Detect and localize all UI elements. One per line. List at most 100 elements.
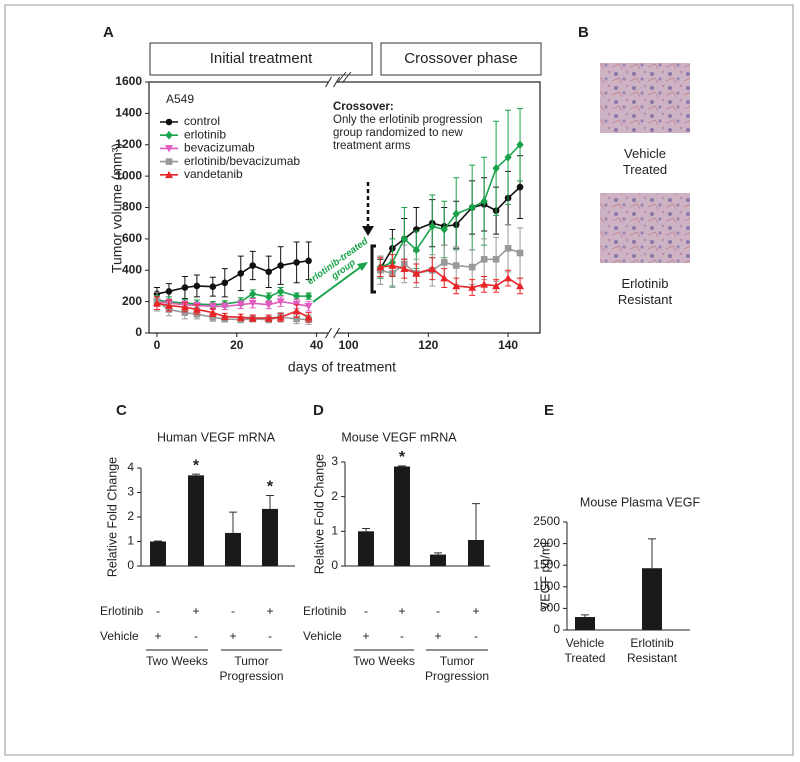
y-tick-label: 3 (331, 454, 338, 468)
axis-break (325, 76, 340, 88)
point (304, 303, 313, 311)
point (249, 289, 257, 299)
figure-border (4, 4, 794, 756)
y-tick-label: 1 (331, 524, 338, 538)
point (180, 303, 189, 311)
y-tick-label: 2 (331, 489, 338, 503)
point (165, 145, 173, 153)
bar (430, 554, 446, 566)
header: Crossover phase (404, 50, 517, 67)
row-cell: + (154, 629, 161, 643)
point (492, 255, 500, 263)
y-tick-label: 0 (127, 558, 134, 572)
chart-title: Mouse Plasma VEGF (580, 495, 701, 509)
point (504, 274, 513, 282)
group-arrow-head (357, 262, 368, 271)
histology-image (600, 63, 690, 133)
header-box (149, 42, 373, 76)
row-label: Vehicle (303, 629, 342, 643)
point (264, 301, 273, 309)
y-tick-label: 800 (122, 200, 142, 214)
bar (394, 466, 410, 566)
y-tick-label: 1000 (115, 168, 142, 182)
point (208, 308, 217, 316)
error-bar (192, 473, 200, 476)
point (277, 287, 285, 296)
y-tick-label: 1200 (115, 137, 142, 151)
point (236, 313, 245, 321)
point (468, 263, 476, 271)
error-bar (434, 552, 442, 555)
y-tick-label: 500 (540, 601, 560, 615)
point (165, 288, 173, 295)
panel-label: A (103, 24, 114, 41)
header: Initial treatment (210, 50, 313, 67)
x-tick-label: 100 (338, 338, 358, 352)
significance-mark: * (399, 449, 406, 466)
y-tick-label: 1 (127, 534, 134, 548)
point (452, 281, 461, 290)
bar (575, 617, 595, 630)
point (292, 291, 301, 301)
point (209, 314, 217, 321)
legend-label: erlotinib (184, 127, 226, 141)
group-label: Tumor Progression (424, 654, 490, 683)
row-cell: - (364, 604, 368, 618)
point (265, 268, 272, 276)
point (480, 255, 488, 263)
point (516, 249, 524, 257)
row-cell: + (192, 604, 199, 618)
point (412, 269, 421, 277)
row-cell: + (434, 629, 441, 643)
y-tick-label: 2000 (533, 536, 560, 550)
point (468, 203, 476, 212)
axis-break (325, 327, 340, 339)
row-cell: + (229, 629, 236, 643)
row-label: Vehicle (100, 629, 139, 643)
point (480, 196, 488, 206)
row-cell: - (436, 604, 440, 618)
x-tick-label: Erlotinib Resistant (626, 636, 678, 665)
y-tick-label: 0 (331, 558, 338, 572)
y-tick-label: 1600 (115, 74, 142, 88)
error-bar (229, 511, 237, 533)
x-tick-label: 140 (498, 338, 518, 352)
bar (225, 532, 241, 566)
row-cell: + (472, 604, 479, 618)
row-cell: - (400, 629, 404, 643)
point (440, 225, 448, 234)
y-tick-label: 0 (553, 622, 560, 636)
x-tick-label: 120 (418, 338, 438, 352)
point (504, 153, 512, 162)
group-arrow (312, 265, 363, 303)
y-tick-label: 2 (127, 509, 134, 523)
error-bar (266, 494, 274, 509)
point (305, 257, 312, 265)
point (208, 303, 217, 311)
point (376, 263, 385, 271)
y-axis-label: Relative Fold Change (105, 457, 119, 577)
panel-label: E (544, 402, 554, 419)
point (293, 259, 300, 266)
legend-label: control (184, 114, 220, 128)
point (428, 222, 436, 231)
point (153, 299, 161, 307)
panel-label: D (313, 402, 324, 419)
point (492, 281, 501, 290)
legend-label: erlotinib/bevacizumab (184, 154, 300, 168)
y-tick-label: 3 (127, 485, 134, 499)
image-caption: Erlotinib Resistant (617, 276, 673, 307)
row-cell: - (156, 604, 160, 618)
significance-mark: * (193, 457, 200, 474)
group-label: Two Weeks (146, 654, 208, 668)
row-cell: - (268, 629, 272, 643)
point (249, 262, 257, 269)
point (220, 312, 229, 320)
y-tick-label: 1500 (533, 557, 560, 571)
point (165, 158, 173, 165)
panel-label: C (116, 402, 127, 419)
break-mark (337, 71, 352, 83)
row-cell: + (266, 604, 273, 618)
